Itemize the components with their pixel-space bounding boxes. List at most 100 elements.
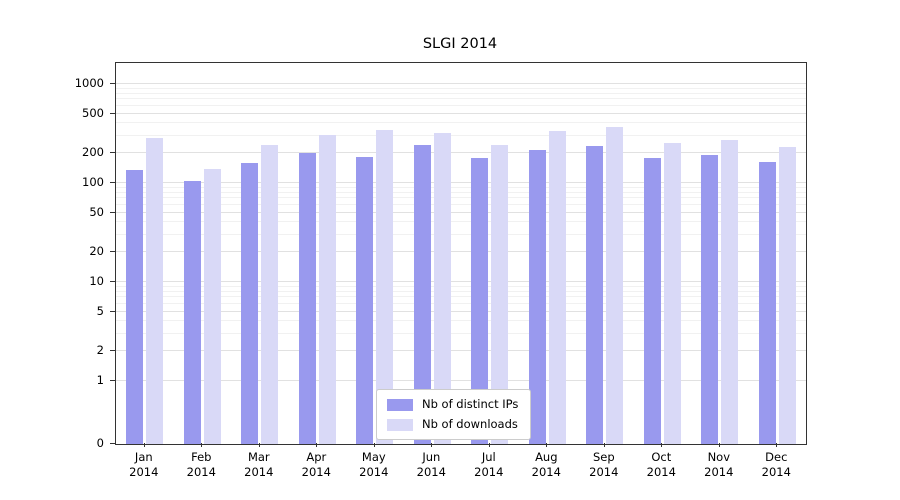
bar-group-oct: [634, 63, 692, 444]
x-tick-label-line: 2014: [531, 465, 561, 479]
y-tick-label-10: 10: [89, 274, 104, 288]
y-tick-label-1000: 1000: [74, 76, 104, 90]
gridline-600: [116, 105, 806, 106]
gridline-700: [116, 98, 806, 100]
gridline-90: [116, 186, 806, 188]
bar-group-jul: [461, 63, 519, 444]
bar-distinct-ips-jul: [471, 157, 489, 444]
bar-distinct-ips-jun: [413, 144, 431, 444]
plot-area: [115, 62, 807, 445]
bar-distinct-ips-dec: [758, 161, 776, 444]
x-tick-label-line: 2014: [244, 465, 274, 479]
bar-downloads-oct: [663, 142, 681, 444]
x-tick-label-line: 2014: [474, 465, 504, 479]
bar-distinct-ips-sep: [586, 146, 604, 444]
x-tick-label-line: Oct: [651, 450, 672, 464]
x-tick-label-line: Dec: [765, 450, 788, 464]
gridline-10: [116, 281, 806, 282]
gridline-500: [116, 112, 806, 114]
x-tick-label-sep: Sep 2014: [572, 450, 636, 480]
bar-downloads-jun: [433, 133, 451, 444]
bar-downloads-jan: [146, 138, 164, 444]
gridline-50: [116, 211, 806, 213]
legend-item-downloads: Nb of downloads: [387, 418, 518, 431]
x-tick-label-line: Jul: [481, 450, 496, 464]
x-tick-label-line: Jan: [134, 450, 153, 464]
bar-group-dec: [749, 63, 807, 444]
x-tick-label-line: 2014: [359, 465, 389, 479]
gridline-9: [116, 285, 806, 287]
gridline-20: [116, 251, 806, 253]
bar-group-jun: [404, 63, 462, 444]
x-tick-label-apr: Apr 2014: [284, 450, 348, 480]
x-tick-label-dec: Dec 2014: [744, 450, 808, 480]
x-tick-label-line: Aug: [535, 450, 558, 464]
gridline-40: [116, 221, 806, 223]
bar-group-feb: [174, 63, 232, 444]
x-tick-label-line: 2014: [186, 465, 216, 479]
gridline-80: [116, 191, 806, 193]
bar-downloads-dec: [778, 147, 796, 444]
x-tick-label-line: Apr: [306, 450, 327, 464]
gridline-7: [116, 296, 806, 298]
y-tick-label-2: 2: [96, 343, 104, 358]
bar-distinct-ips-feb: [183, 180, 201, 444]
legend-swatch-downloads: [387, 418, 413, 431]
gridline-100: [116, 182, 806, 183]
bar-distinct-ips-apr: [298, 153, 316, 444]
gridline-900: [116, 87, 806, 89]
y-tick-label-1: 1: [96, 373, 104, 387]
legend-swatch-distinct-ips: [387, 398, 413, 411]
bar-distinct-ips-mar: [241, 162, 259, 444]
x-tick-label-line: 2014: [646, 465, 676, 479]
gridline-30: [116, 233, 806, 235]
bar-distinct-ips-oct: [643, 157, 661, 444]
gridline-800: [116, 92, 806, 94]
x-tick-label-line: Sep: [592, 450, 615, 464]
bar-distinct-ips-aug: [528, 150, 546, 444]
bar-downloads-sep: [606, 127, 624, 444]
legend-item-distinct-ips: Nb of distinct IPs: [387, 398, 518, 411]
legend-label-distinct-ips: Nb of distinct IPs: [422, 397, 519, 411]
bar-group-jan: [116, 63, 174, 444]
bar-groups: [116, 63, 806, 444]
gridline-1: [116, 380, 806, 381]
bar-group-apr: [289, 63, 347, 444]
gridline-400: [116, 122, 806, 124]
bar-downloads-may: [376, 129, 394, 444]
y-tick-label-500: 500: [82, 105, 104, 120]
y-tick-label-200: 200: [82, 145, 104, 160]
x-tick-label-line: Feb: [191, 450, 212, 464]
x-tick-label-aug: Aug 2014: [514, 450, 578, 480]
y-tick-label-100: 100: [82, 175, 104, 189]
bar-group-sep: [576, 63, 634, 444]
x-tick-label-nov: Nov 2014: [687, 450, 751, 480]
gridline-60: [116, 204, 806, 205]
bar-group-may: [346, 63, 404, 444]
x-tick-label-line: 2014: [761, 465, 791, 479]
x-tick-label-mar: Mar 2014: [227, 450, 291, 480]
bar-downloads-apr: [318, 135, 336, 444]
bar-group-aug: [519, 63, 577, 444]
gridline-8: [116, 290, 806, 292]
bar-distinct-ips-nov: [701, 155, 719, 444]
legend: Nb of distinct IPs Nb of downloads: [376, 389, 532, 440]
x-tick-label-may: May 2014: [342, 450, 406, 480]
x-tick-label-line: 2014: [301, 465, 331, 479]
y-tick-label-50: 50: [89, 204, 104, 219]
bar-downloads-aug: [548, 131, 566, 444]
bar-group-nov: [691, 63, 749, 444]
x-tick-label-line: 2014: [416, 465, 446, 479]
bar-downloads-mar: [261, 145, 279, 444]
x-tick-label-line: 2014: [704, 465, 734, 479]
y-tick-label-0: 0: [96, 436, 104, 450]
bar-group-mar: [231, 63, 289, 444]
x-tick-label-feb: Feb 2014: [169, 450, 233, 480]
bar-distinct-ips-jan: [126, 170, 144, 444]
x-tick-label-line: 2014: [589, 465, 619, 479]
gridline-5: [116, 310, 806, 312]
gridline-4: [116, 320, 806, 322]
x-tick-label-oct: Oct 2014: [629, 450, 693, 480]
gridline-300: [116, 134, 806, 136]
